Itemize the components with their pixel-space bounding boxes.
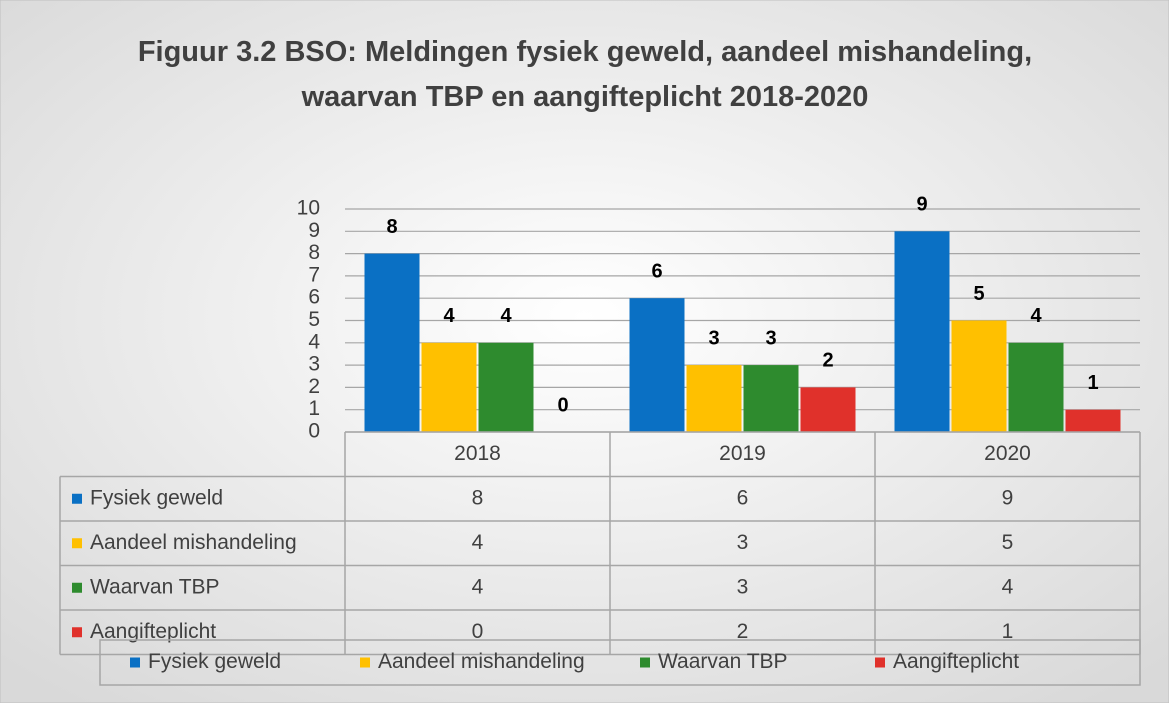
bar [894, 231, 950, 432]
table-key [72, 582, 82, 593]
bar [421, 342, 477, 432]
data-label: 9 [916, 194, 927, 216]
table-row-label: Aangifteplicht [90, 620, 216, 643]
y-tick-label: 8 [308, 241, 320, 264]
data-label: 8 [386, 216, 397, 238]
bar [800, 387, 856, 432]
bar [743, 365, 799, 432]
data-label: 4 [500, 305, 512, 327]
legend-key [360, 657, 370, 668]
legend-key [640, 657, 650, 668]
bar [686, 365, 742, 432]
legend-key [875, 657, 885, 668]
table-cell: 5 [1002, 531, 1014, 554]
table-cell: 9 [1002, 486, 1014, 509]
x-tick-label: 2018 [454, 442, 501, 465]
data-label: 5 [973, 283, 984, 305]
x-tick-label: 2020 [984, 442, 1031, 465]
table-cell: 2 [737, 620, 749, 643]
legend-label: Waarvan TBP [658, 650, 788, 673]
table-cell: 4 [472, 575, 484, 598]
table-cell: 6 [737, 486, 749, 509]
legend-label: Fysiek geweld [148, 650, 281, 673]
table-key [72, 627, 82, 638]
bar [1008, 342, 1064, 432]
y-tick-label: 10 [297, 197, 320, 220]
x-tick-label: 2019 [719, 442, 766, 465]
table-cell: 1 [1002, 620, 1014, 643]
table-cell: 3 [737, 575, 749, 598]
y-tick-label: 6 [308, 286, 320, 309]
bar [478, 342, 534, 432]
legend-label: Aandeel mishandeling [378, 650, 585, 673]
y-tick-label: 5 [308, 308, 320, 331]
table-row-label: Aandeel mishandeling [90, 531, 297, 554]
bar [629, 298, 685, 432]
bar [1065, 409, 1121, 432]
y-tick-label: 4 [308, 330, 320, 353]
data-label: 1 [1087, 372, 1098, 394]
data-label: 0 [557, 394, 568, 416]
data-label: 3 [765, 327, 776, 349]
bar [951, 320, 1007, 432]
table-key [72, 538, 82, 549]
legend-label: Aangifteplicht [893, 650, 1019, 673]
y-tick-label: 2 [308, 375, 320, 398]
table-cell: 3 [737, 531, 749, 554]
table-cell: 4 [472, 531, 484, 554]
data-label: 2 [822, 350, 833, 372]
table-cell: 8 [472, 486, 484, 509]
table-key [72, 493, 82, 504]
chart-title: Figuur 3.2 BSO: Meldingen fysiek geweld,… [137, 36, 1033, 113]
data-label: 4 [443, 305, 455, 327]
table-row-label: Fysiek geweld [90, 486, 223, 509]
y-tick-label: 1 [308, 397, 320, 420]
y-tick-label: 9 [308, 219, 320, 242]
table-cell: 4 [1002, 575, 1014, 598]
data-label: 3 [708, 327, 719, 349]
table-row-label: Waarvan TBP [90, 575, 220, 598]
legend-box [99, 639, 1141, 686]
table-cell: 0 [472, 620, 484, 643]
y-tick-label: 7 [308, 263, 320, 286]
data-label: 4 [1030, 305, 1042, 327]
data-label: 6 [651, 260, 662, 282]
y-tick-label: 0 [308, 420, 320, 443]
bar [364, 253, 420, 432]
legend-key [130, 657, 140, 668]
y-tick-label: 3 [308, 353, 320, 376]
